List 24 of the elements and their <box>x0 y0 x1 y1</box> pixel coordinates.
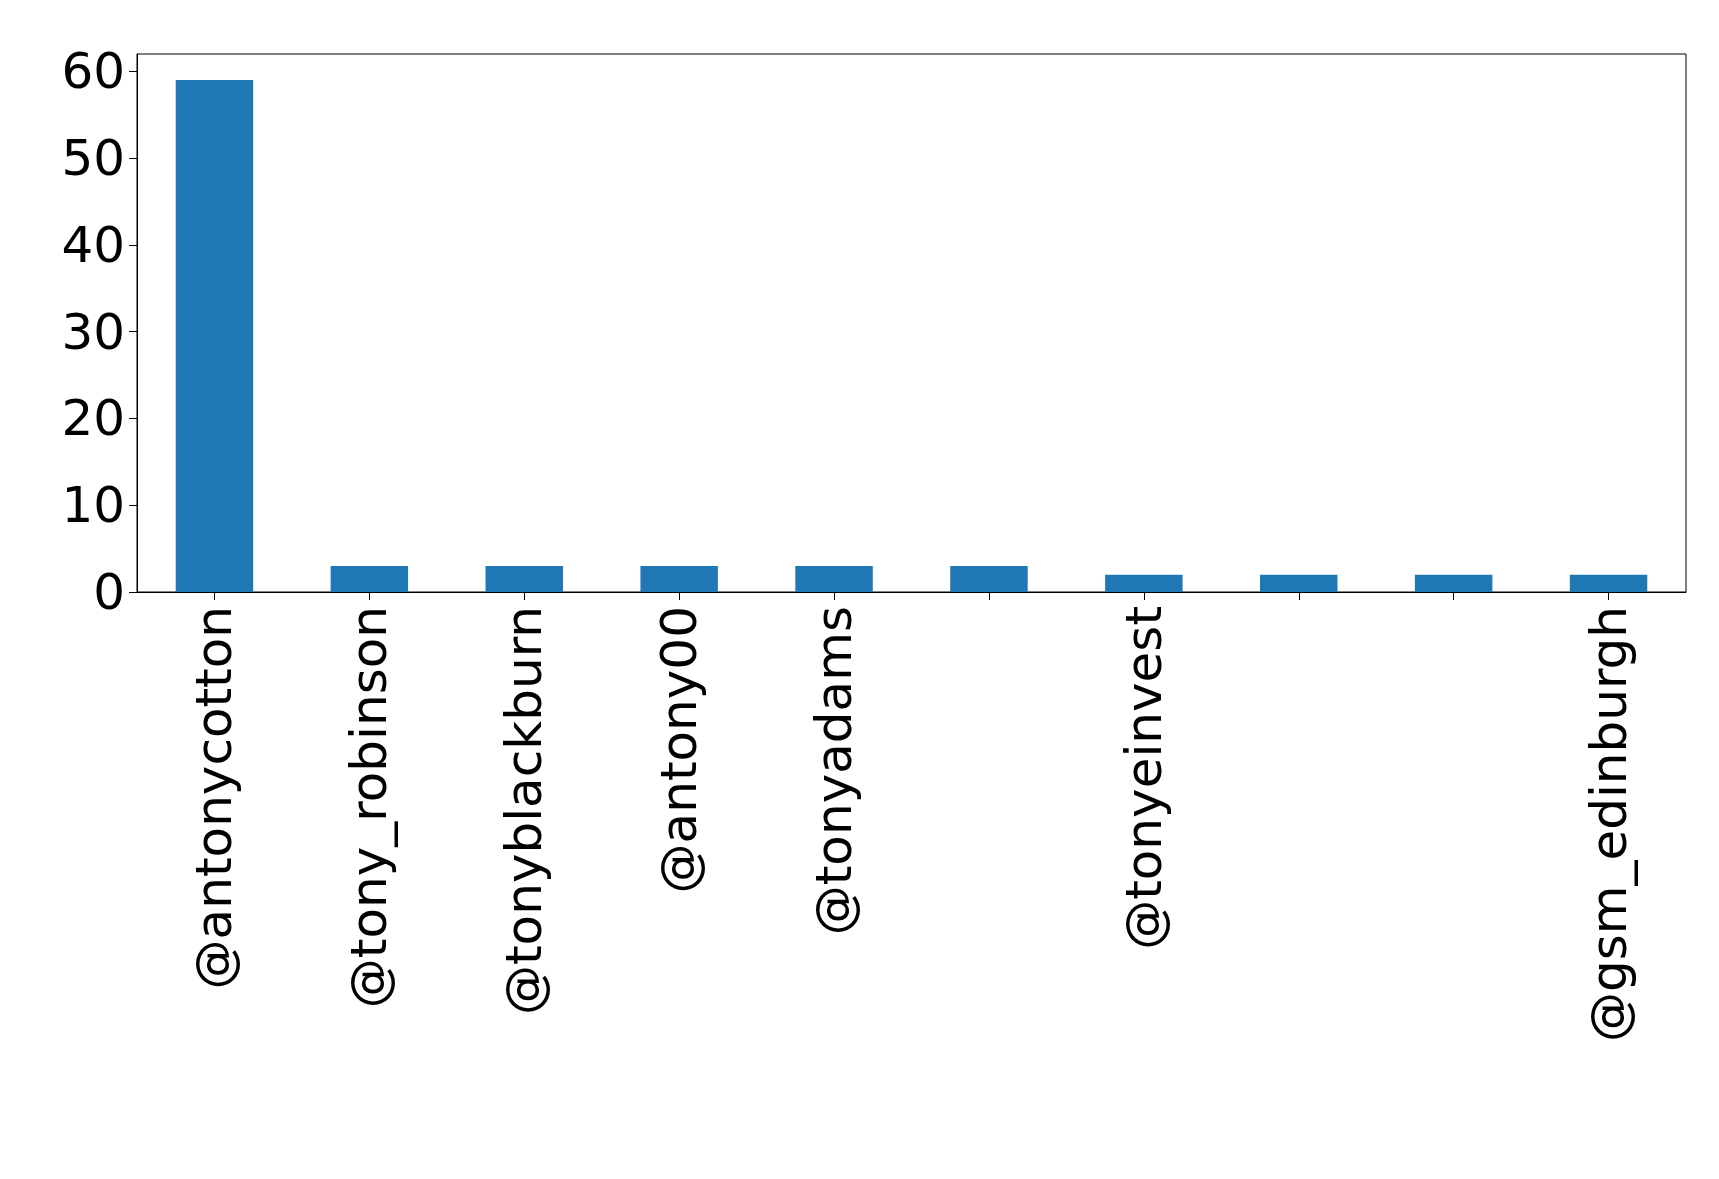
x-tick-label: @antony00 <box>650 606 709 894</box>
x-tick-label: @gsm_edinburgh <box>1579 606 1638 1043</box>
bar <box>1414 574 1493 592</box>
x-tick-label: @antonycotton <box>185 606 244 990</box>
y-tick-label: 10 <box>61 476 125 535</box>
bar <box>1260 574 1338 592</box>
y-tick-label: 60 <box>61 42 125 101</box>
bar <box>950 565 1028 592</box>
y-tick-label: 30 <box>61 302 125 361</box>
bar <box>175 80 254 592</box>
x-tick-label: @tony_robinson <box>340 606 399 1009</box>
bar <box>795 565 873 592</box>
bar <box>1569 574 1648 592</box>
y-tick-label: 40 <box>61 215 125 274</box>
y-tick-label: 20 <box>61 389 125 448</box>
bar <box>330 565 409 592</box>
bar <box>485 565 563 592</box>
x-tick-label: @tonyeinvest <box>1114 606 1173 950</box>
y-tick-label: 0 <box>93 563 125 621</box>
x-tick-label: @tonyadams <box>805 606 864 936</box>
bar <box>1105 574 1183 592</box>
y-tick-label: 50 <box>61 129 125 188</box>
bar <box>640 565 718 592</box>
x-tick-label: @tonyblackburn <box>495 606 554 1015</box>
